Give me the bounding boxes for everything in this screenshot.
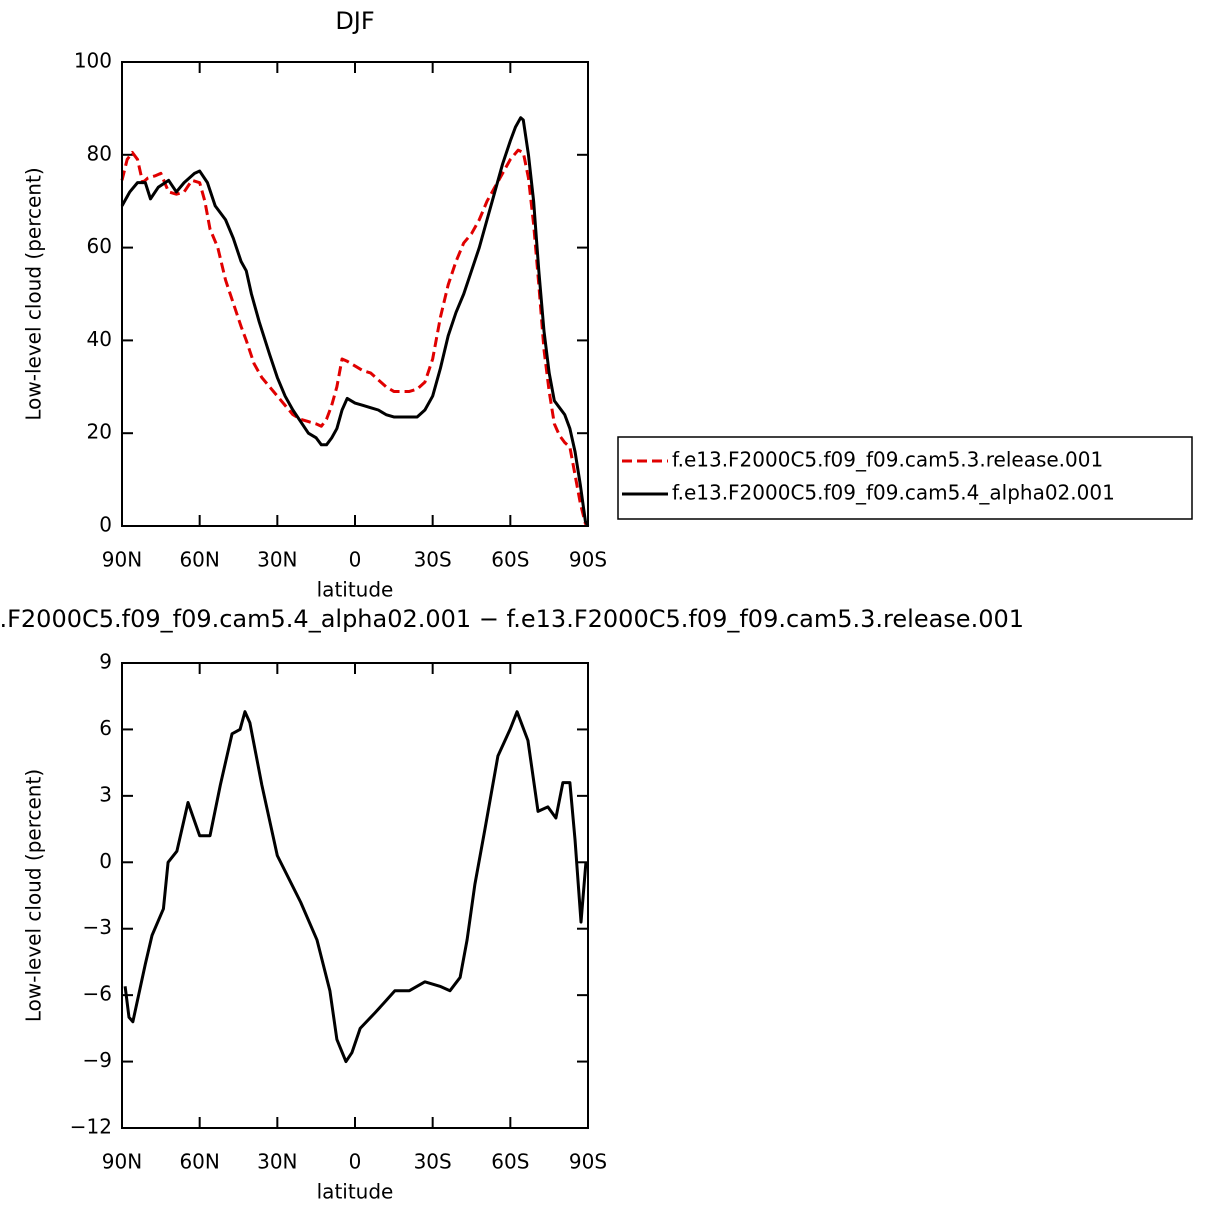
- y-tick-label: −9: [83, 1048, 112, 1072]
- x-tick-label: 30N: [257, 548, 297, 572]
- y-tick-label: 60: [87, 234, 112, 258]
- chart-title: DJF: [335, 7, 374, 35]
- x-tick-label: 90S: [569, 548, 607, 572]
- y-tick-label: −3: [83, 915, 112, 939]
- x-tick-label: 30N: [257, 1150, 297, 1174]
- y-tick-label: 6: [99, 716, 112, 740]
- x-tick-label: 60S: [491, 548, 529, 572]
- x-tick-label: 60N: [179, 1150, 219, 1174]
- y-tick-label: 100: [74, 49, 112, 73]
- x-tick-label: 0: [349, 1150, 362, 1174]
- legend-label: f.e13.F2000C5.f09_f09.cam5.4_alpha02.001: [672, 481, 1115, 505]
- x-tick-label: 30S: [414, 548, 452, 572]
- plot-frame: [121, 61, 589, 527]
- chart-title: f.e13.F2000C5.f09_f09.cam5.4_alpha02.001…: [0, 605, 1024, 633]
- x-tick-label: 60S: [491, 1150, 529, 1174]
- y-tick-label: 3: [99, 782, 112, 806]
- x-axis-label: latitude: [317, 578, 394, 602]
- y-axis-label: Low-level cloud (percent): [22, 769, 46, 1022]
- data-line: [123, 710, 588, 1064]
- x-axis-label: latitude: [317, 1180, 394, 1204]
- x-tick-label: 90N: [102, 548, 142, 572]
- y-axis-label: Low-level cloud (percent): [22, 167, 46, 420]
- y-tick-label: 9: [99, 650, 112, 674]
- y-tick-label: 0: [99, 513, 112, 537]
- plot-frame: [121, 662, 589, 1129]
- x-tick-label: 90S: [569, 1150, 607, 1174]
- x-tick-label: 0: [349, 548, 362, 572]
- y-tick-label: 0: [99, 849, 112, 873]
- data-line: [120, 148, 590, 528]
- data-line: [120, 116, 590, 527]
- x-tick-label: 60N: [179, 548, 219, 572]
- legend-box: [617, 436, 1193, 520]
- legend-label: f.e13.F2000C5.f09_f09.cam5.3.release.001: [672, 448, 1103, 472]
- y-tick-label: −6: [83, 982, 112, 1006]
- x-tick-label: 30S: [414, 1150, 452, 1174]
- y-tick-label: 20: [87, 420, 112, 444]
- x-tick-label: 90N: [102, 1150, 142, 1174]
- y-tick-label: 80: [87, 141, 112, 165]
- y-tick-label: 40: [87, 327, 112, 351]
- y-tick-label: −12: [70, 1115, 112, 1139]
